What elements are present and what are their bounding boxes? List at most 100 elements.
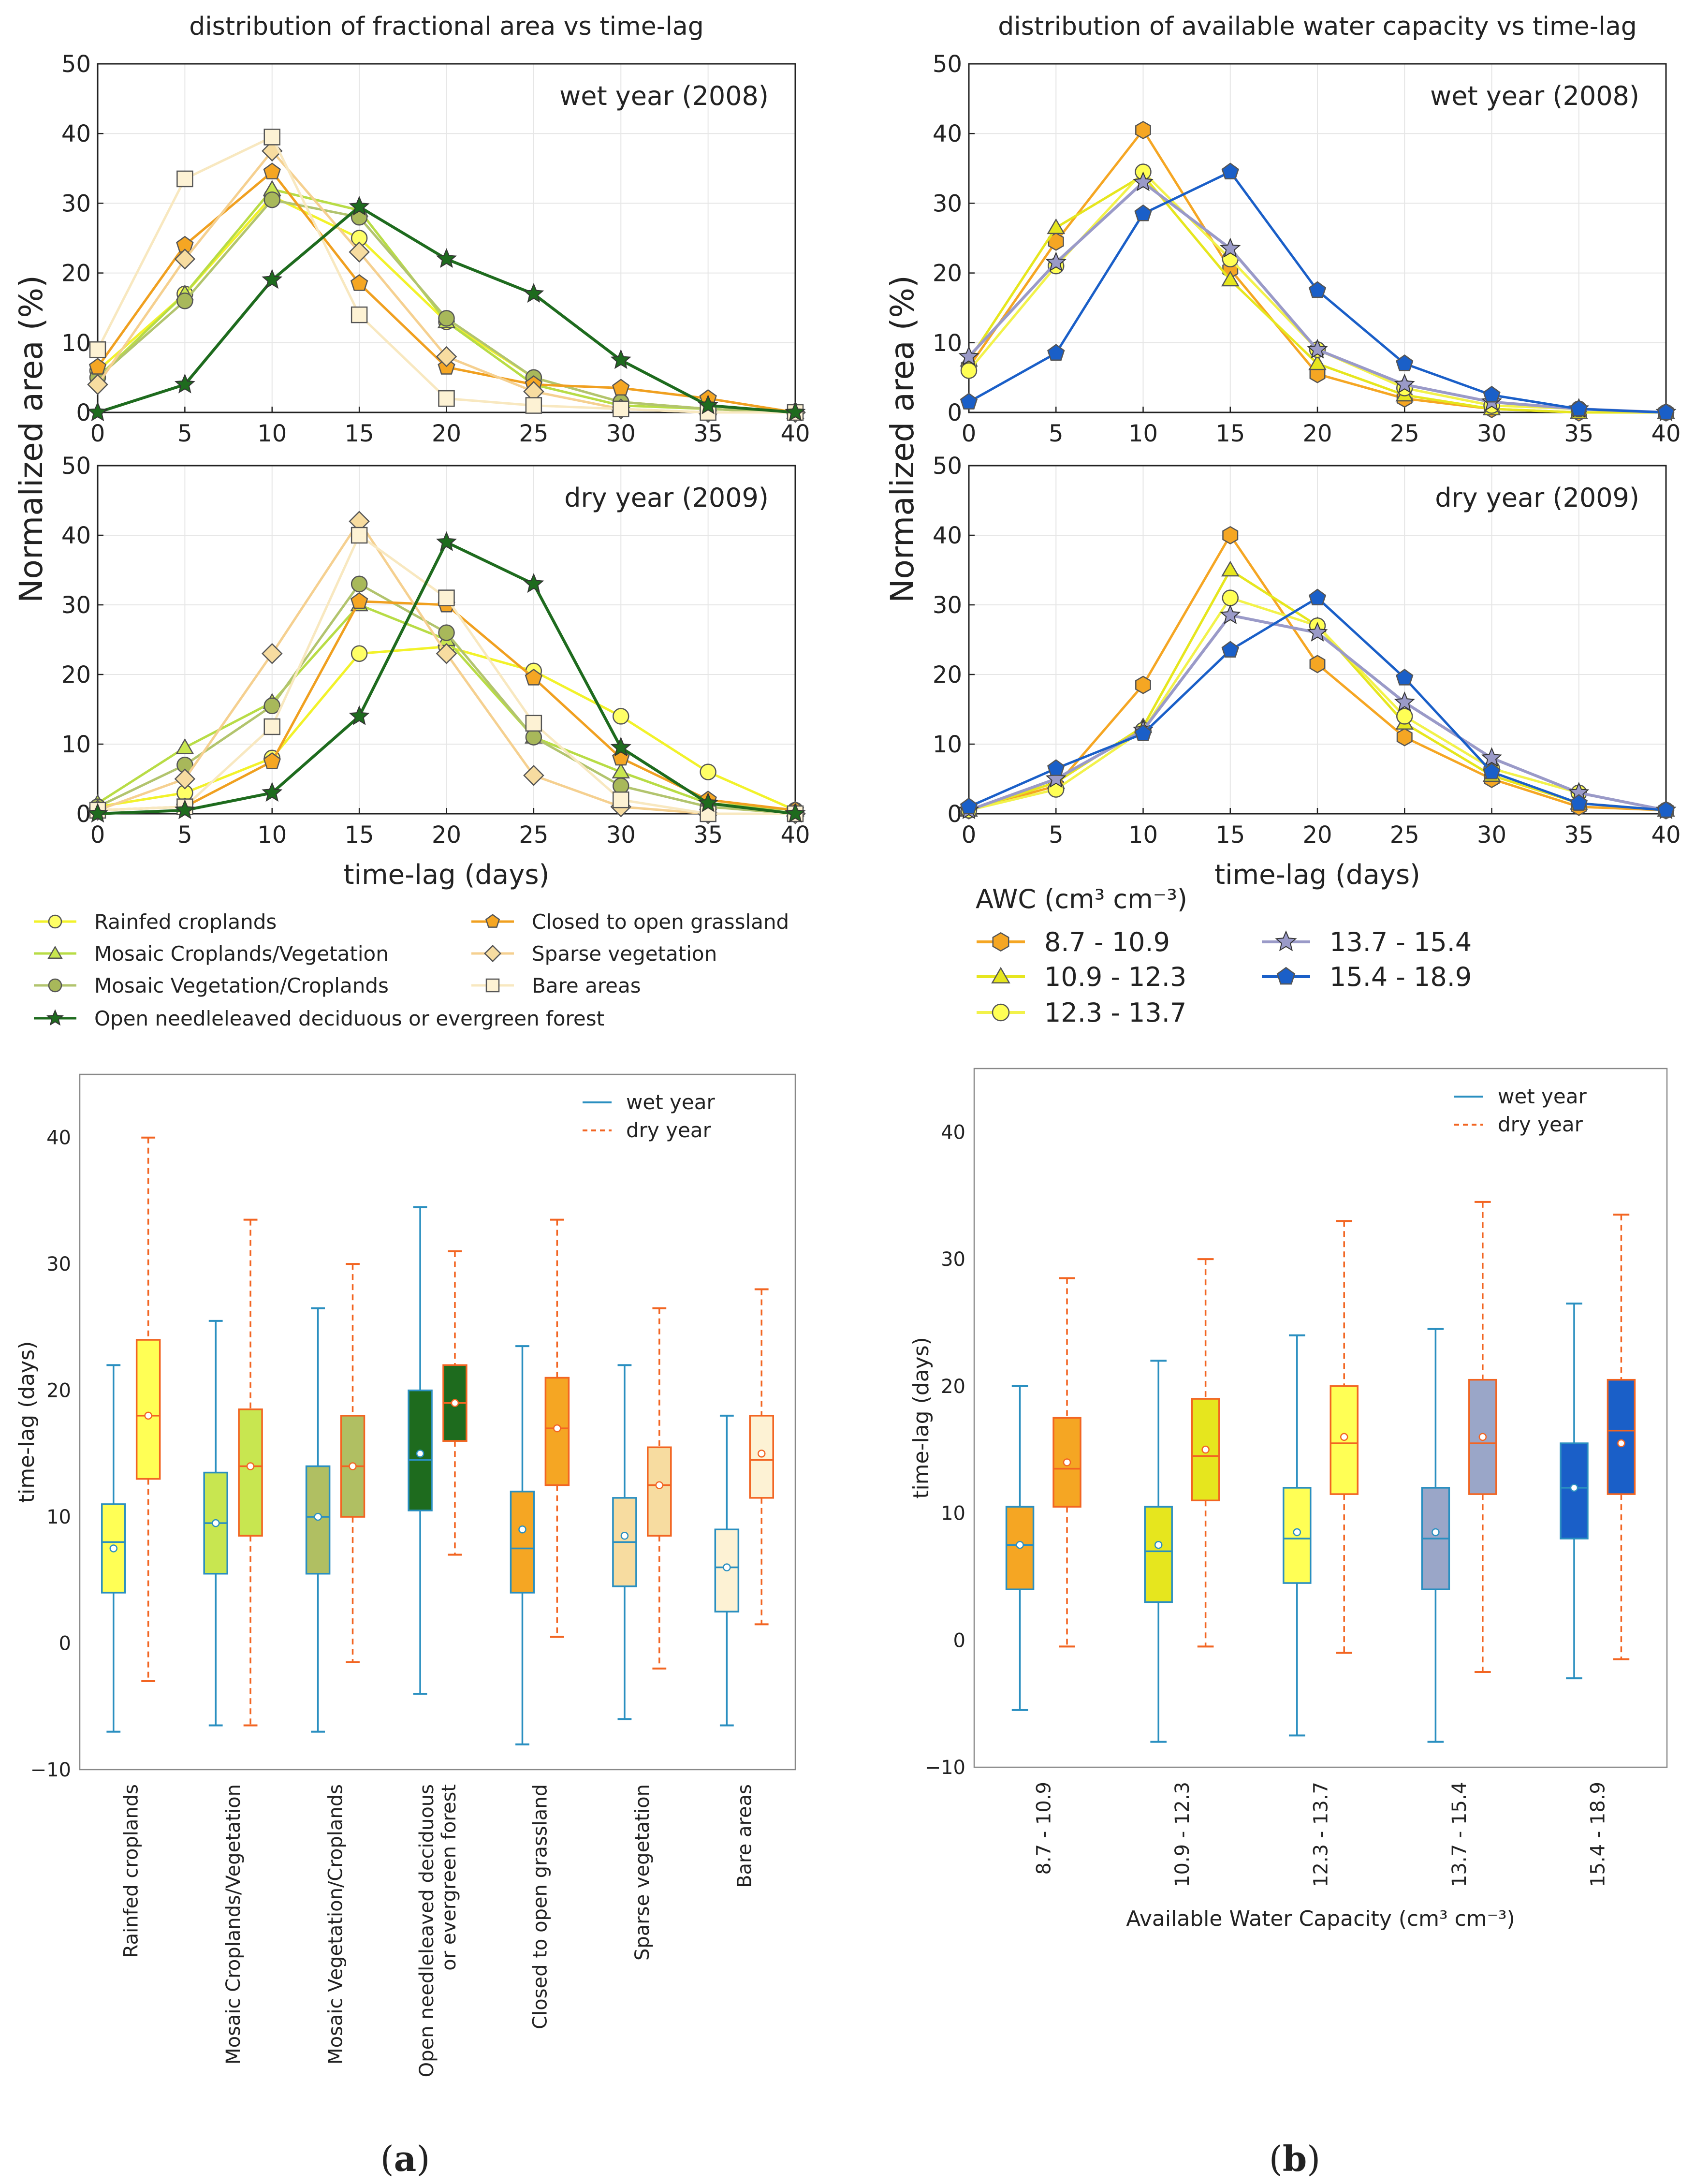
box-wet bbox=[1005, 1385, 1035, 1711]
chart-frac_wet: 0 5 10 15 20 25 30 35 40 0 10 20 30 40 50 distribution … bbox=[13, 12, 810, 603]
y-tick-label: 30 bbox=[941, 1248, 965, 1271]
data-point bbox=[1221, 270, 1240, 287]
mean-marker bbox=[246, 1462, 255, 1470]
y-axis-label: time-lag (days) bbox=[909, 1337, 934, 1499]
mean-marker bbox=[109, 1544, 118, 1553]
x-tick-label: 20 bbox=[432, 420, 461, 447]
y-tick-label: 40 bbox=[941, 1121, 965, 1143]
mean-marker bbox=[518, 1525, 526, 1534]
x-tick-label: 10 bbox=[257, 821, 287, 849]
mean-marker bbox=[144, 1411, 152, 1420]
x-tick-label: 25 bbox=[519, 420, 548, 447]
data-point bbox=[1045, 251, 1067, 272]
data-point bbox=[610, 349, 631, 369]
legend-label: Mosaic Vegetation/Croplands bbox=[94, 974, 389, 997]
category-2: 12.3 - 13.7 bbox=[1283, 1220, 1359, 1887]
legend-label: Open needleleaved deciduous or evergreen… bbox=[94, 1007, 604, 1030]
data-point bbox=[1134, 204, 1152, 221]
data-point bbox=[960, 393, 978, 410]
y-tick-label: 30 bbox=[61, 592, 91, 619]
data-point bbox=[1308, 588, 1327, 606]
data-point bbox=[785, 803, 806, 823]
x-tick-label: 5 bbox=[1049, 821, 1064, 849]
category-label-line: 10.9 - 12.3 bbox=[1171, 1782, 1194, 1887]
y-tick-label: 50 bbox=[933, 453, 962, 480]
x-tick-label: 0 bbox=[962, 420, 977, 447]
legend-marker bbox=[485, 914, 500, 928]
legend-title: AWC (cm³ cm⁻³) bbox=[976, 884, 1187, 914]
x-axis-label: time-lag (days) bbox=[344, 859, 550, 891]
category-6: Bare areas bbox=[714, 1288, 774, 1888]
mean-marker bbox=[1432, 1528, 1440, 1537]
x-tick-label: 30 bbox=[606, 821, 636, 849]
data-point bbox=[436, 248, 457, 268]
chart-frac_dry: 0 5 10 15 20 25 30 35 40 0 10 20 30 40 50 dry year (200… bbox=[61, 453, 810, 891]
y-tick-label: 0 bbox=[947, 399, 962, 426]
x-tick-label: 0 bbox=[90, 420, 105, 447]
data-point bbox=[1220, 237, 1241, 258]
box-wet bbox=[1421, 1328, 1450, 1743]
mean-marker bbox=[1340, 1433, 1348, 1441]
data-point bbox=[350, 274, 368, 291]
y-tick-label: 0 bbox=[953, 1629, 965, 1652]
data-point bbox=[174, 373, 195, 394]
mean-marker bbox=[620, 1532, 629, 1540]
category-3: 13.7 - 15.4 bbox=[1421, 1201, 1497, 1887]
data-point bbox=[89, 341, 106, 358]
data-point bbox=[525, 397, 542, 414]
legend-marker bbox=[48, 914, 62, 929]
data-point bbox=[960, 362, 978, 379]
data-point bbox=[349, 241, 370, 263]
box-dry bbox=[647, 1307, 672, 1670]
data-point bbox=[351, 527, 368, 544]
data-point bbox=[960, 797, 978, 815]
box-wet bbox=[714, 1414, 740, 1727]
category-label-line: Rainfed croplands bbox=[120, 1784, 143, 1958]
data-point bbox=[1657, 801, 1675, 818]
y-tick-label: 40 bbox=[933, 120, 962, 147]
data-point bbox=[262, 643, 283, 664]
x-tick-label: 40 bbox=[1651, 420, 1680, 447]
legend-marker bbox=[47, 945, 63, 959]
y-tick-label: 40 bbox=[933, 522, 962, 549]
legend-item: Mosaic Croplands/Vegetation bbox=[34, 942, 389, 966]
y-tick-label: 50 bbox=[933, 51, 962, 78]
y-tick-label: 40 bbox=[46, 1127, 71, 1149]
x-tick-label: 5 bbox=[1049, 420, 1064, 447]
category-label: 13.7 - 15.4 bbox=[1448, 1782, 1471, 1887]
mean-marker bbox=[314, 1512, 322, 1521]
chart-annotation: wet year (2008) bbox=[1430, 81, 1639, 111]
data-point bbox=[436, 643, 457, 664]
data-point bbox=[438, 624, 455, 641]
data-point bbox=[613, 791, 629, 808]
data-point bbox=[700, 763, 716, 780]
y-tick-label: 10 bbox=[941, 1503, 965, 1525]
data-point bbox=[176, 293, 193, 309]
category-label: 12.3 - 13.7 bbox=[1310, 1782, 1332, 1887]
data-point bbox=[1134, 724, 1152, 741]
legend-item: 15.4 - 18.9 bbox=[1262, 962, 1472, 992]
mean-marker bbox=[1617, 1439, 1625, 1448]
data-point bbox=[263, 697, 280, 715]
category-label: 10.9 - 12.3 bbox=[1171, 1782, 1194, 1887]
data-point bbox=[1135, 120, 1151, 140]
y-tick-label: 20 bbox=[933, 661, 962, 689]
y-tick-label: 10 bbox=[933, 330, 962, 357]
legend-label: Sparse vegetation bbox=[532, 942, 717, 966]
x-tick-label: 20 bbox=[1302, 420, 1332, 447]
mean-marker bbox=[1570, 1483, 1578, 1492]
category-0: 8.7 - 10.9 bbox=[1005, 1277, 1081, 1875]
mean-marker bbox=[757, 1450, 766, 1458]
x-tick-label: 30 bbox=[1477, 821, 1506, 849]
legend-label: 10.9 - 12.3 bbox=[1044, 962, 1186, 992]
data-point bbox=[523, 573, 544, 593]
x-tick-label: 20 bbox=[432, 821, 461, 849]
legend-marker bbox=[485, 978, 500, 993]
category-label-line: Mosaic Vegetation/Croplands bbox=[325, 1784, 347, 2065]
data-point bbox=[87, 401, 108, 422]
x-tick-label: 5 bbox=[177, 821, 192, 849]
y-tick-label: 20 bbox=[941, 1376, 965, 1398]
category-1: Mosaic Croplands/Vegetation bbox=[203, 1218, 263, 2065]
data-point bbox=[1396, 728, 1413, 747]
